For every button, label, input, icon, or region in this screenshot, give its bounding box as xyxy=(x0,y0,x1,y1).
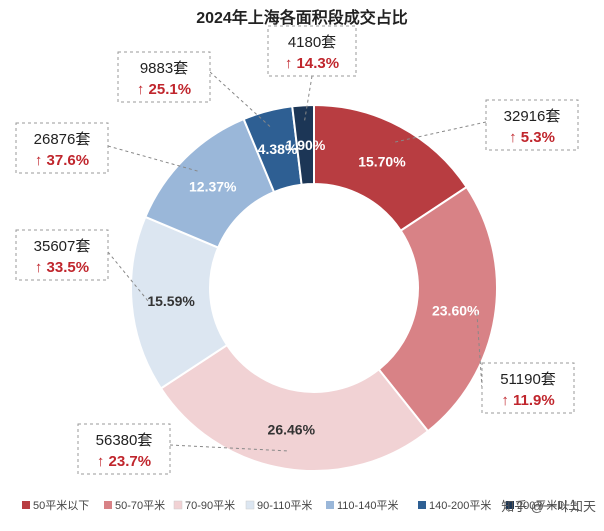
callout-volume: 51190套 xyxy=(500,371,556,388)
slice-percent-label: 26.46% xyxy=(268,422,316,438)
callout-box xyxy=(485,99,579,151)
chart-title: 2024年上海各面积段成交占比 xyxy=(196,8,408,27)
callout-box xyxy=(15,122,109,174)
donut-slice xyxy=(377,185,498,433)
legend-label: 50平米以下 xyxy=(33,499,89,512)
callout-box xyxy=(481,362,575,414)
callout-box xyxy=(267,25,357,77)
callout-connectors xyxy=(107,71,487,452)
callout-change: ↑ 25.1% xyxy=(137,81,191,98)
legend-label: 70-90平米 xyxy=(185,499,235,512)
callout-volume: 26876套 xyxy=(34,131,91,148)
callout-connector xyxy=(169,444,288,452)
watermark: 知乎 @一叶知天 xyxy=(501,499,596,514)
callout-change: ↑ 5.3% xyxy=(509,129,555,146)
callout-volume: 35607套 xyxy=(34,238,91,255)
legend-swatch xyxy=(245,500,255,510)
legend-swatch xyxy=(22,501,30,509)
callout-box xyxy=(117,51,211,103)
legend-label: 200平米以上 xyxy=(517,499,579,512)
callout-box xyxy=(77,423,171,475)
callout-volume: 32916套 xyxy=(504,108,561,125)
slice-percent-label: 23.60% xyxy=(432,302,480,318)
legend-label: 110-140平米 xyxy=(337,499,399,512)
callout-volume: 4180套 xyxy=(288,34,336,51)
legend-swatch xyxy=(506,501,514,509)
callout-change: ↑ 14.3% xyxy=(285,55,339,72)
legend-swatch xyxy=(418,501,426,509)
callout-connector xyxy=(392,121,487,144)
legend-swatch xyxy=(104,501,112,509)
callout-change: ↑ 33.5% xyxy=(35,259,89,276)
callout-volume: 9883套 xyxy=(140,60,188,77)
donut-slice xyxy=(159,343,430,472)
callout-boxes: 32916套 ↑ 5.3% 51190套 ↑ 11.9% 56380套 ↑ 23.7% 35… xyxy=(15,25,579,475)
callout-change: ↑ 11.9% xyxy=(501,392,554,409)
callout-change: ↑ 23.7% xyxy=(97,453,151,470)
legend-swatch xyxy=(326,501,334,509)
donut-slices: 15.70% 23.60% 26.46% 15.59% 12.37% 4.38%1.90% xyxy=(130,103,498,472)
slice-percent-label: 15.70% xyxy=(358,154,406,170)
donut-slice xyxy=(291,103,315,186)
legend-label: 90-110平米 xyxy=(257,499,312,512)
legend: 50平米以下 50-70平米 70-90平米 90-110平米 110-140平米 140… xyxy=(22,499,579,512)
slice-percent-label: 4.38% xyxy=(258,141,298,157)
callout-connector xyxy=(209,71,273,129)
callout-change: ↑ 37.6% xyxy=(35,152,89,169)
legend-swatch xyxy=(173,500,183,510)
slice-percent-label: 12.37% xyxy=(189,178,237,194)
legend-label: 140-200平米 xyxy=(429,499,491,512)
callout-connector xyxy=(303,75,313,124)
callout-volume: 56380套 xyxy=(96,432,153,449)
callout-box xyxy=(15,229,109,281)
legend-label: 50-70平米 xyxy=(115,499,165,512)
callout-connector xyxy=(107,251,151,304)
callout-connector xyxy=(476,313,483,389)
slice-percent-label: 1.90% xyxy=(286,137,326,153)
slice-percent-label: 15.59% xyxy=(147,293,195,309)
